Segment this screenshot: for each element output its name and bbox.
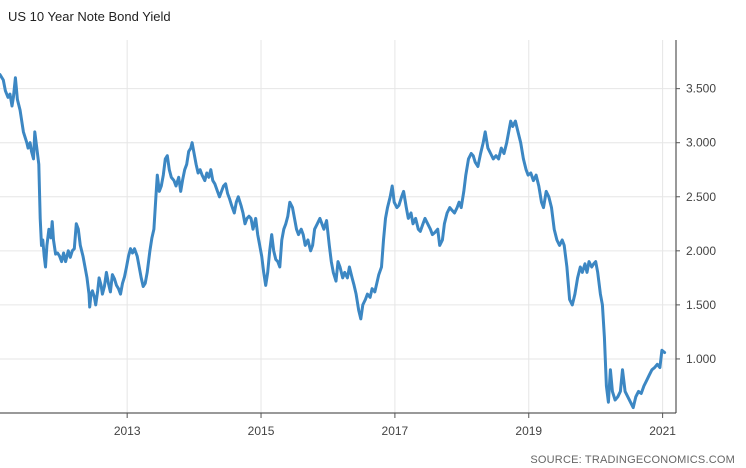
chart-title: US 10 Year Note Bond Yield bbox=[8, 9, 171, 24]
y-tick-label: 2.000 bbox=[686, 244, 716, 258]
chart-axes bbox=[0, 40, 677, 414]
x-tick-label: 2021 bbox=[649, 424, 676, 438]
x-axis-ticks: 2013 2015 2017 2019 2021 bbox=[114, 413, 676, 438]
chart-grid bbox=[0, 40, 676, 413]
y-tick-label: 1.500 bbox=[686, 298, 716, 312]
y-tick-label: 1.000 bbox=[686, 352, 716, 366]
y-axis-ticks: 1.000 1.500 2.000 2.500 3.000 3.500 bbox=[676, 82, 716, 366]
x-tick-label: 2019 bbox=[515, 424, 542, 438]
series-line bbox=[0, 73, 667, 410]
x-tick-label: 2017 bbox=[382, 424, 409, 438]
y-tick-label: 2.500 bbox=[686, 190, 716, 204]
y-tick-label: 3.000 bbox=[686, 136, 716, 150]
x-tick-label: 2015 bbox=[248, 424, 275, 438]
source-credit: SOURCE: TRADINGECONOMICS.COM bbox=[530, 454, 735, 466]
x-tick-label: 2013 bbox=[114, 424, 141, 438]
series-layer bbox=[0, 73, 667, 410]
y-tick-label: 3.500 bbox=[686, 82, 716, 96]
